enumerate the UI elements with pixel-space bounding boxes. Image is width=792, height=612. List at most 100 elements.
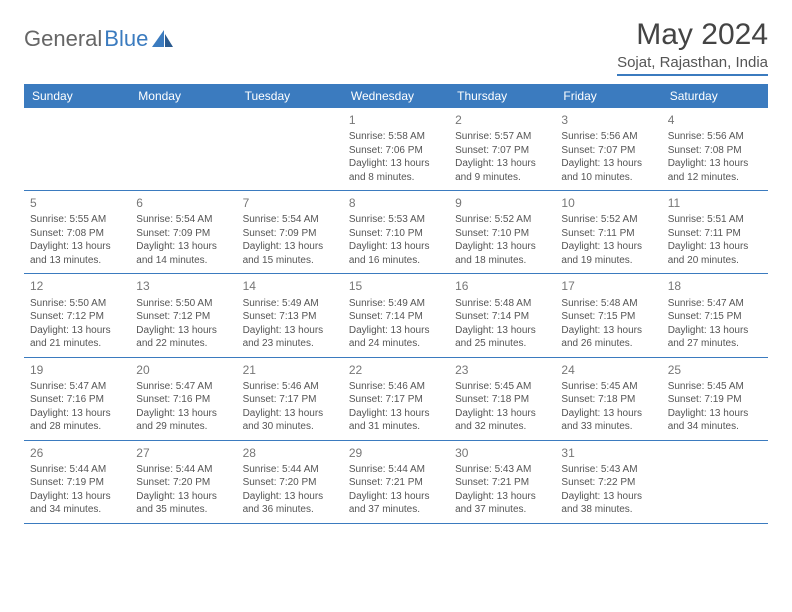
day-number: 12 (30, 278, 124, 294)
day-info: Sunrise: 5:50 AMSunset: 7:12 PMDaylight:… (136, 297, 230, 351)
logo-text-general: General (24, 26, 102, 52)
calendar-day-cell: 25 Sunrise: 5:45 AMSunset: 7:19 PMDayligh… (662, 357, 768, 440)
day-number: 27 (136, 445, 230, 461)
day-info: Sunrise: 5:44 AMSunset: 7:20 PMDaylight:… (243, 463, 337, 517)
logo: GeneralBlue (24, 18, 174, 52)
calendar-week-row: 26 Sunrise: 5:44 AMSunset: 7:19 PMDayligh… (24, 440, 768, 523)
day-number: 3 (561, 112, 655, 128)
weekday-row: SundayMondayTuesdayWednesdayThursdayFrid… (24, 84, 768, 108)
day-info: Sunrise: 5:44 AMSunset: 7:20 PMDaylight:… (136, 463, 230, 517)
day-number: 15 (349, 278, 443, 294)
day-number: 20 (136, 362, 230, 378)
day-info: Sunrise: 5:51 AMSunset: 7:11 PMDaylight:… (668, 213, 762, 267)
calendar-table: SundayMondayTuesdayWednesdayThursdayFrid… (24, 84, 768, 524)
weekday-header: Saturday (662, 84, 768, 108)
calendar-day-cell: 27 Sunrise: 5:44 AMSunset: 7:20 PMDayligh… (130, 440, 236, 523)
calendar-day-cell: 4 Sunrise: 5:56 AMSunset: 7:08 PMDaylight… (662, 108, 768, 191)
weekday-header: Tuesday (237, 84, 343, 108)
day-info: Sunrise: 5:45 AMSunset: 7:19 PMDaylight:… (668, 380, 762, 434)
day-number: 14 (243, 278, 337, 294)
calendar-day-cell: 23 Sunrise: 5:45 AMSunset: 7:18 PMDayligh… (449, 357, 555, 440)
day-info: Sunrise: 5:44 AMSunset: 7:19 PMDaylight:… (30, 463, 124, 517)
day-number: 10 (561, 195, 655, 211)
day-number: 21 (243, 362, 337, 378)
calendar-day-cell: 3 Sunrise: 5:56 AMSunset: 7:07 PMDaylight… (555, 108, 661, 191)
weekday-header: Friday (555, 84, 661, 108)
day-number: 19 (30, 362, 124, 378)
calendar-head: SundayMondayTuesdayWednesdayThursdayFrid… (24, 84, 768, 108)
day-info: Sunrise: 5:57 AMSunset: 7:07 PMDaylight:… (455, 130, 549, 184)
day-number: 16 (455, 278, 549, 294)
header: GeneralBlue May 2024 Sojat, Rajasthan, I… (24, 18, 768, 76)
day-number: 17 (561, 278, 655, 294)
day-number: 13 (136, 278, 230, 294)
day-info: Sunrise: 5:46 AMSunset: 7:17 PMDaylight:… (243, 380, 337, 434)
day-info: Sunrise: 5:50 AMSunset: 7:12 PMDaylight:… (30, 297, 124, 351)
day-info: Sunrise: 5:46 AMSunset: 7:17 PMDaylight:… (349, 380, 443, 434)
day-info: Sunrise: 5:52 AMSunset: 7:11 PMDaylight:… (561, 213, 655, 267)
day-number: 22 (349, 362, 443, 378)
calendar-empty-cell (237, 108, 343, 191)
calendar-day-cell: 22 Sunrise: 5:46 AMSunset: 7:17 PMDayligh… (343, 357, 449, 440)
day-info: Sunrise: 5:55 AMSunset: 7:08 PMDaylight:… (30, 213, 124, 267)
day-info: Sunrise: 5:56 AMSunset: 7:08 PMDaylight:… (668, 130, 762, 184)
day-info: Sunrise: 5:43 AMSunset: 7:21 PMDaylight:… (455, 463, 549, 517)
calendar-day-cell: 16Sunrise: 5:48 AMSunset: 7:14 PMDayligh… (449, 274, 555, 357)
day-number: 9 (455, 195, 549, 211)
calendar-day-cell: 1 Sunrise: 5:58 AMSunset: 7:06 PMDaylight… (343, 108, 449, 191)
calendar-empty-cell (24, 108, 130, 191)
calendar-day-cell: 6Sunrise: 5:54 AMSunset: 7:09 PMDaylight… (130, 191, 236, 274)
day-number: 7 (243, 195, 337, 211)
calendar-empty-cell (662, 440, 768, 523)
weekday-header: Monday (130, 84, 236, 108)
weekday-header: Sunday (24, 84, 130, 108)
calendar-day-cell: 29Sunrise: 5:44 AMSunset: 7:21 PMDayligh… (343, 440, 449, 523)
day-number: 30 (455, 445, 549, 461)
day-number: 26 (30, 445, 124, 461)
day-info: Sunrise: 5:54 AMSunset: 7:09 PMDaylight:… (243, 213, 337, 267)
month-title: May 2024 (617, 18, 768, 52)
weekday-header: Wednesday (343, 84, 449, 108)
day-info: Sunrise: 5:45 AMSunset: 7:18 PMDaylight:… (455, 380, 549, 434)
calendar-day-cell: 7 Sunrise: 5:54 AMSunset: 7:09 PMDaylight… (237, 191, 343, 274)
calendar-week-row: 19 Sunrise: 5:47 AMSunset: 7:16 PMDayligh… (24, 357, 768, 440)
day-number: 31 (561, 445, 655, 461)
calendar-body: 1 Sunrise: 5:58 AMSunset: 7:06 PMDaylight… (24, 108, 768, 523)
day-info: Sunrise: 5:47 AMSunset: 7:16 PMDaylight:… (30, 380, 124, 434)
day-number: 25 (668, 362, 762, 378)
day-number: 11 (668, 195, 762, 211)
calendar-day-cell: 13 Sunrise: 5:50 AMSunset: 7:12 PMDayligh… (130, 274, 236, 357)
day-number: 28 (243, 445, 337, 461)
calendar-day-cell: 20Sunrise: 5:47 AMSunset: 7:16 PMDayligh… (130, 357, 236, 440)
logo-text-blue: Blue (104, 26, 148, 52)
day-info: Sunrise: 5:56 AMSunset: 7:07 PMDaylight:… (561, 130, 655, 184)
day-info: Sunrise: 5:47 AMSunset: 7:15 PMDaylight:… (668, 297, 762, 351)
calendar-day-cell: 9 Sunrise: 5:52 AMSunset: 7:10 PMDaylight… (449, 191, 555, 274)
day-info: Sunrise: 5:43 AMSunset: 7:22 PMDaylight:… (561, 463, 655, 517)
day-info: Sunrise: 5:52 AMSunset: 7:10 PMDaylight:… (455, 213, 549, 267)
day-number: 23 (455, 362, 549, 378)
calendar-day-cell: 14Sunrise: 5:49 AMSunset: 7:13 PMDayligh… (237, 274, 343, 357)
day-info: Sunrise: 5:53 AMSunset: 7:10 PMDaylight:… (349, 213, 443, 267)
calendar-day-cell: 24Sunrise: 5:45 AMSunset: 7:18 PMDayligh… (555, 357, 661, 440)
day-info: Sunrise: 5:49 AMSunset: 7:14 PMDaylight:… (349, 297, 443, 351)
calendar-week-row: 12 Sunrise: 5:50 AMSunset: 7:12 PMDayligh… (24, 274, 768, 357)
calendar-day-cell: 31 Sunrise: 5:43 AMSunset: 7:22 PMDayligh… (555, 440, 661, 523)
day-info: Sunrise: 5:58 AMSunset: 7:06 PMDaylight:… (349, 130, 443, 184)
calendar-day-cell: 18Sunrise: 5:47 AMSunset: 7:15 PMDayligh… (662, 274, 768, 357)
logo-sail-icon (152, 30, 174, 48)
calendar-week-row: 5 Sunrise: 5:55 AMSunset: 7:08 PMDaylight… (24, 191, 768, 274)
day-number: 29 (349, 445, 443, 461)
day-number: 1 (349, 112, 443, 128)
calendar-day-cell: 12 Sunrise: 5:50 AMSunset: 7:12 PMDayligh… (24, 274, 130, 357)
calendar-day-cell: 2Sunrise: 5:57 AMSunset: 7:07 PMDaylight… (449, 108, 555, 191)
day-number: 4 (668, 112, 762, 128)
calendar-day-cell: 30 Sunrise: 5:43 AMSunset: 7:21 PMDayligh… (449, 440, 555, 523)
calendar-day-cell: 11 Sunrise: 5:51 AMSunset: 7:11 PMDayligh… (662, 191, 768, 274)
calendar-day-cell: 5 Sunrise: 5:55 AMSunset: 7:08 PMDaylight… (24, 191, 130, 274)
calendar-day-cell: 21 Sunrise: 5:46 AMSunset: 7:17 PMDayligh… (237, 357, 343, 440)
day-number: 8 (349, 195, 443, 211)
day-number: 5 (30, 195, 124, 211)
day-info: Sunrise: 5:48 AMSunset: 7:15 PMDaylight:… (561, 297, 655, 351)
calendar-day-cell: 19 Sunrise: 5:47 AMSunset: 7:16 PMDayligh… (24, 357, 130, 440)
